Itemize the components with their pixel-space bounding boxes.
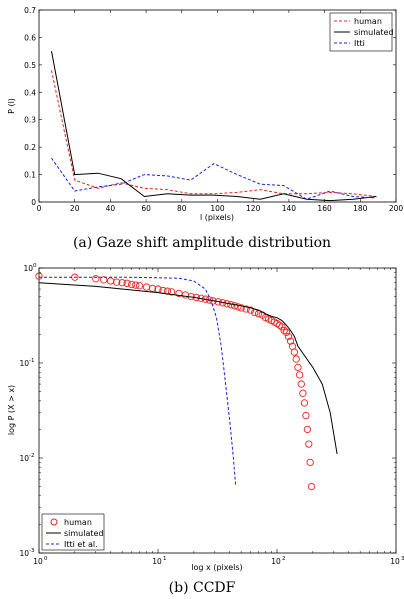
chart-a-xtick-label: 120: [246, 204, 261, 213]
chart-b-point-human: [282, 328, 291, 337]
chart-a-ytick-label: 0.2: [24, 143, 36, 152]
chart-a-xtick-label: 20: [70, 204, 80, 213]
chart-b-point-human: [246, 306, 255, 314]
chart-b-point-human: [303, 425, 312, 434]
chart-a-ylabel: P (l): [7, 98, 16, 114]
chart-b-legend: human simulated Itti et al.: [41, 513, 105, 551]
chart-b-point-human: [299, 389, 307, 397]
chart-b-xtick-label: 10: [152, 557, 162, 566]
chart-b-point-human: [295, 371, 304, 379]
chart-b-xtick-exponent: 0: [44, 556, 48, 562]
chart-a-xtick-label: 0: [37, 204, 42, 213]
chart-b-ylabel: log P (X > x): [7, 385, 16, 435]
chart-a-ytick-label: 0.1: [24, 171, 36, 180]
chart-b-point-human: [167, 288, 176, 296]
chart-b-xtick-exponent: 2: [282, 556, 286, 562]
chart-a-ytick-label: 0: [31, 198, 36, 207]
chart-b-plot-area: [38, 267, 397, 554]
chart-b-point-human: [132, 281, 140, 289]
chart-b-xlabel: log x (pixels): [191, 563, 242, 572]
chart-a-xtick-label: 40: [106, 204, 116, 213]
chart-a-ytick-label: 0.4: [24, 88, 36, 97]
chart-b-point-human: [284, 332, 293, 341]
chart-b-ytick-label: 10: [19, 359, 29, 368]
chart-b-legend-label-itti: Itti et al.: [64, 540, 98, 549]
chart-a-legend-label-human: human: [354, 17, 382, 26]
chart-a-legend-label-simulated: simulated: [354, 28, 394, 37]
chart-b-point-human: [305, 440, 313, 448]
chart-b-point-human: [280, 326, 288, 335]
chart-b-point-human: [290, 348, 299, 356]
chart-b-xtick-exponent: 3: [401, 556, 404, 562]
chart-b-point-human: [35, 272, 43, 280]
chart-b-point-human: [113, 278, 121, 286]
chart-b-ytick-label: 10: [23, 264, 33, 273]
caption-b: (b) CCDF: [169, 580, 236, 596]
chart-b-ytick-label: 10: [19, 549, 29, 558]
chart-b-series-line-itti-et-al-: [39, 276, 237, 487]
chart-b-point-human: [100, 276, 108, 284]
chart-a-ytick-label: 0.6: [24, 33, 36, 42]
caption-a: (a) Gaze shift amplitude distribution: [73, 235, 331, 251]
chart-b-point-human: [300, 399, 309, 407]
chart-b-point-human: [135, 282, 144, 290]
chart-a: 0 20 40 60 80 100 120 140 160 180 200 0 0.1 0.2 0.3 0.…: [7, 6, 403, 251]
chart-b-ytick-exponent: -1: [29, 358, 34, 364]
chart-b-point-human: [118, 279, 126, 287]
chart-b-series: [35, 272, 338, 491]
chart-b-point-human: [148, 284, 157, 293]
chart-b-point-human: [123, 279, 131, 287]
chart-b-ytick-label: 10: [19, 454, 29, 463]
chart-b-point-human: [237, 304, 245, 312]
chart-a-xtick-label: 80: [177, 204, 187, 213]
chart-a-series-line-itti: [51, 157, 377, 200]
chart-b-xtick-label: 10: [271, 557, 281, 566]
chart-a-y-ticks: 0 0.1 0.2 0.3 0.4 0.5 0.6 0.7: [24, 6, 396, 207]
chart-a-ytick-label: 0.5: [24, 61, 36, 70]
chart-b-legend-label-human: human: [64, 518, 92, 527]
chart-b-point-human: [127, 280, 136, 289]
chart-a-xtick-label: 160: [317, 204, 332, 213]
chart-a-xtick-label: 100: [210, 204, 225, 213]
chart-b-ytick-exponent: -2: [29, 453, 34, 459]
chart-b-xtick-label: 10: [390, 557, 400, 566]
chart-a-legend-label-itti: Itti: [354, 39, 365, 48]
chart-a-xtick-label: 180: [353, 204, 368, 213]
chart-b-x-ticks: 10 0 10 1 10 2 10 3: [33, 268, 404, 566]
chart-b-legend-swatch-human: [50, 518, 58, 526]
chart-a-xlabel: l (pixels): [200, 213, 234, 222]
chart-b-point-human: [286, 337, 295, 345]
chart-b-point-human: [292, 355, 300, 363]
chart-b-xtick-label: 10: [33, 557, 43, 566]
chart-a-series: [51, 51, 377, 202]
chart-a-ytick-label: 0.3: [24, 116, 36, 125]
chart-b-ytick-exponent: -3: [29, 548, 35, 554]
chart-a-x-ticks: 0 20 40 60 80 100 120 140 160 180 200: [37, 10, 404, 213]
chart-b-xtick-exponent: 1: [163, 556, 167, 562]
chart-a-xtick-label: 60: [141, 204, 151, 213]
chart-a-xtick-label: 140: [282, 204, 297, 213]
chart-b-point-human: [294, 363, 302, 371]
chart-b-series-line-simulated: [38, 282, 338, 455]
chart-b-point-human: [230, 302, 239, 310]
chart-b-point-human: [306, 458, 314, 466]
chart-a-ytick-label: 0.7: [24, 6, 36, 15]
chart-a-series-line-simulated: [51, 51, 377, 202]
chart-b-point-human: [278, 323, 286, 331]
chart-b-point-human: [297, 380, 305, 388]
chart-b-ytick-exponent: 0: [33, 263, 37, 269]
chart-b-legend-label-simulated: simulated: [64, 529, 104, 538]
chart-b-point-human: [234, 303, 242, 311]
chart-b-point-human: [302, 411, 310, 420]
chart-b-point-human: [307, 482, 316, 491]
chart-a-legend: human simulated Itti: [329, 12, 394, 52]
chart-b-point-human: [242, 305, 250, 313]
chart-b-point-human: [92, 275, 100, 283]
chart-a-xtick-label: 200: [389, 204, 404, 213]
chart-b-point-human: [275, 321, 284, 329]
